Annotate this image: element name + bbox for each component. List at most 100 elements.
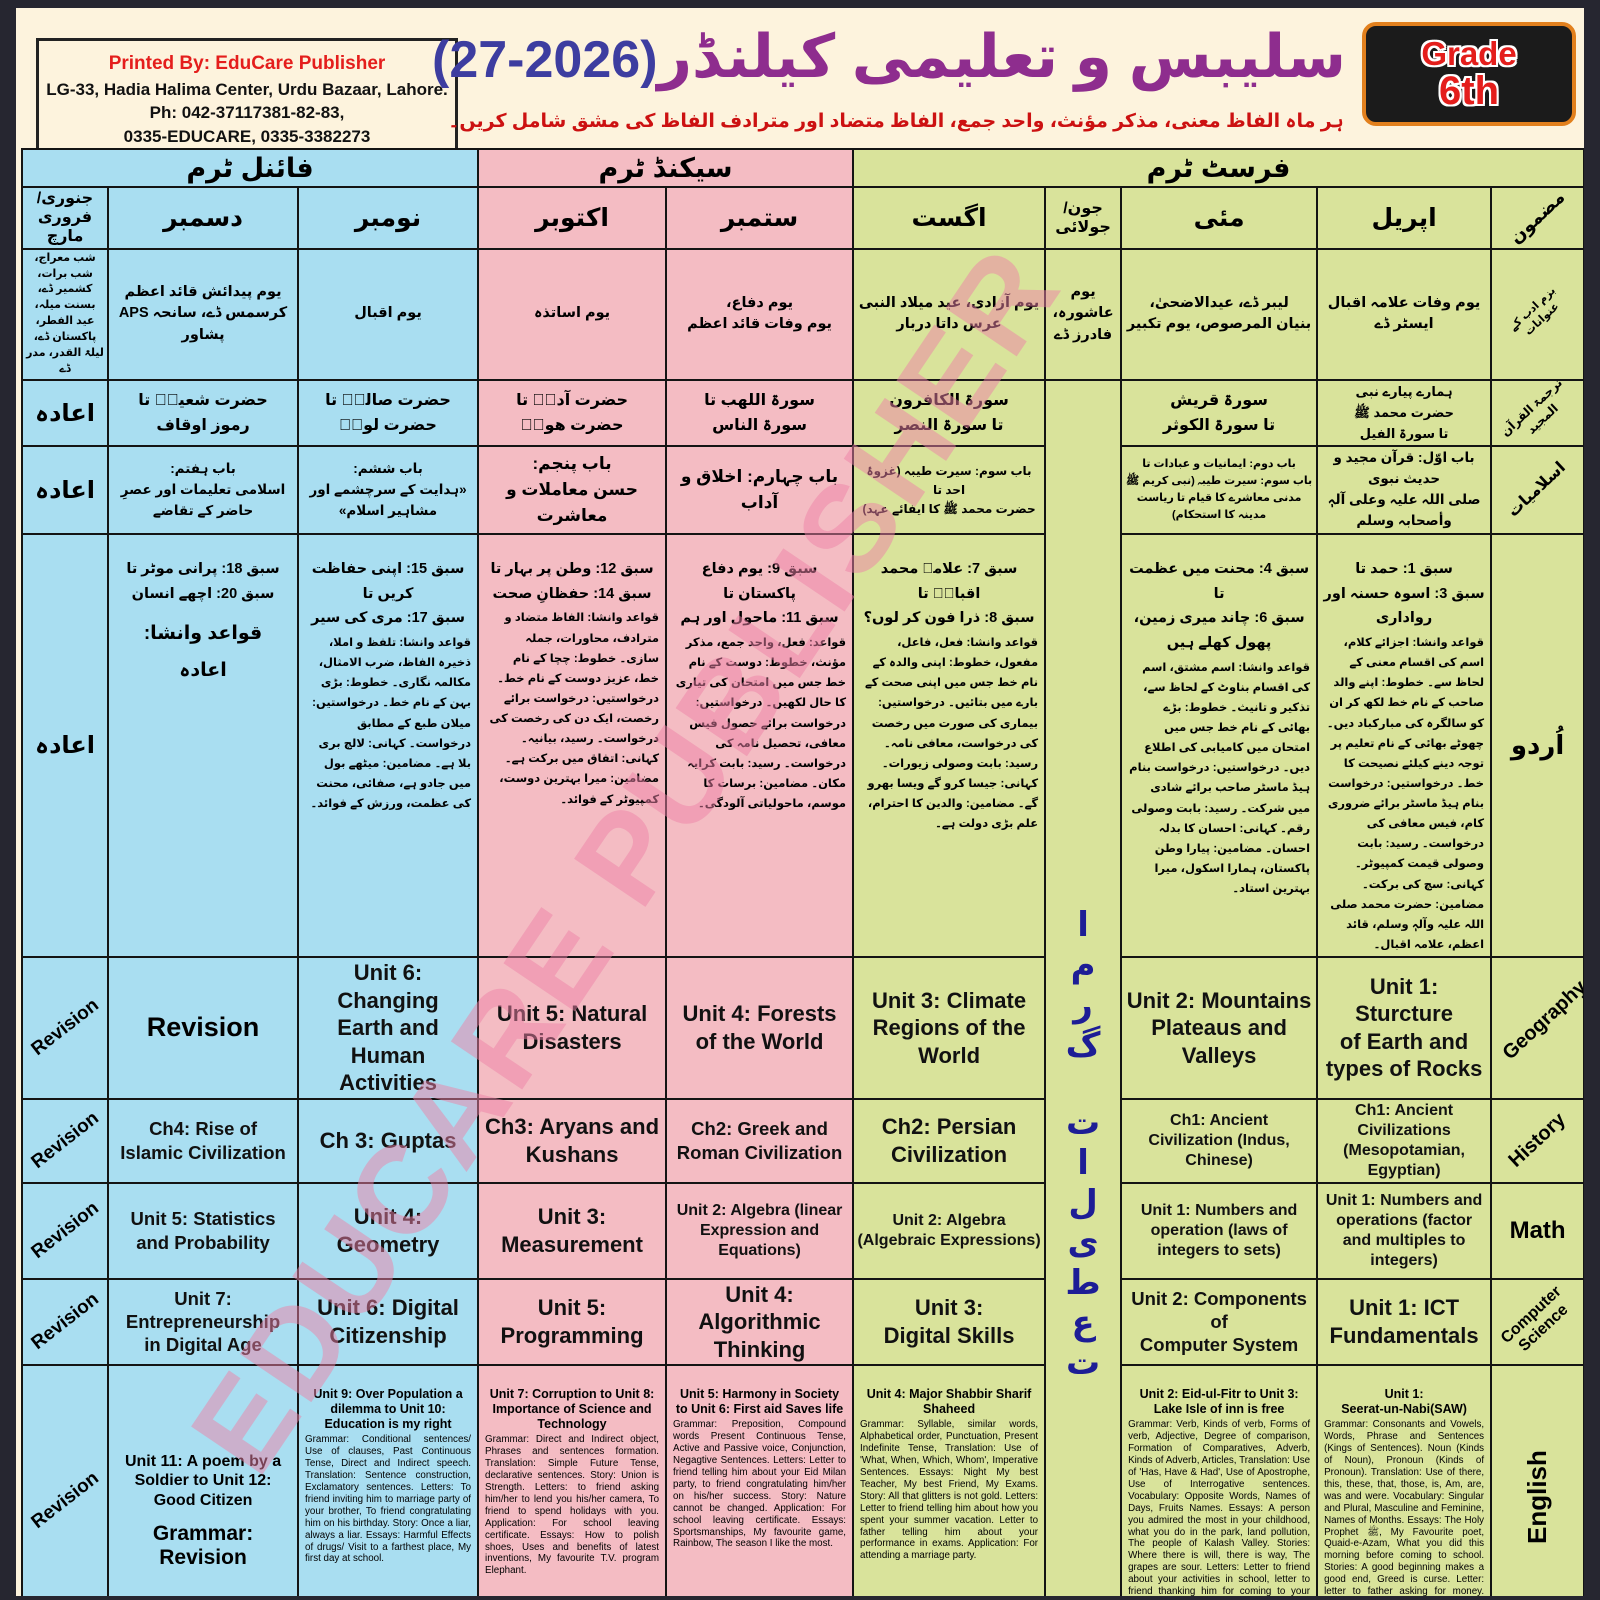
cell-math-october: Unit 3: Measurement — [477, 1181, 668, 1280]
cell-english-jan-mar: Revision — [20, 1364, 110, 1596]
title-urdu: سلیبس و تعلیمی کیلنڈر — [657, 23, 1346, 90]
cell-computer-september: Unit 4: Algorithmic Thinking — [665, 1277, 855, 1367]
month-jun-jul: جون/جولائی — [1044, 186, 1123, 250]
cell-urdu-may: سبق 4: محنت میں عظمت تا سبق 6: چاند میری… — [1120, 533, 1319, 959]
cell-quran-september: سورۃ اللھب تا سورۃ الناس — [665, 379, 855, 448]
summer-vacation-vertical-text: تعطیلات گرما — [1064, 905, 1103, 1384]
cell-math-august: Unit 2: Algebra (Algebraic Expressions) — [852, 1181, 1047, 1280]
cell-geography-december: Revision — [107, 956, 300, 1100]
cell-quran-may: سورۃ قریش تا سورۃ الکوثر — [1120, 379, 1319, 448]
cell-math-december: Unit 5: Statistics and Probability — [107, 1181, 300, 1280]
cell-history-august: Ch2: Persian Civilization — [852, 1097, 1047, 1184]
cell-events-jan-mar: شب معراج، شب برات، کشمیر ڈے، بسنت میلہ، … — [20, 247, 110, 382]
cell-history-april: Ch1: Ancient Civilizations (Mesopotamian… — [1316, 1097, 1493, 1184]
cell-urdu-april: سبق 1: حمد تا سبق 3: اسوہ حسنہ اور روادا… — [1316, 533, 1493, 959]
page-subtitle: ہر ماہ الفاظ معنی، مذکر مؤنث، واحد جمع، … — [448, 111, 1344, 132]
cell-quran-jan-mar: اعادہ — [20, 379, 110, 448]
cell-islamiat-may: باب دوم: ایمانیات و عبادات تا باب سوم: س… — [1120, 445, 1319, 536]
cell-islamiat-september: باب چہارم: اخلاق و آداب — [665, 445, 855, 536]
cell-math-november: Unit 4: Geometry — [297, 1181, 480, 1280]
publisher-address: LG-33, Hadia Halima Center, Urdu Bazaar,… — [46, 79, 448, 99]
cell-computer-november: Unit 6: Digital Citizenship — [297, 1277, 480, 1367]
cell-history-september: Ch2: Greek and Roman Civilization — [665, 1097, 855, 1184]
cell-geography-november: Unit 6: Changing Earth and Human Activit… — [297, 956, 480, 1100]
title-year: (2026-27) — [432, 31, 658, 89]
cell-events-december: یوم پیدائش قائد اعظم کرسمس ڈے، سانحہ APS… — [107, 247, 300, 382]
cell-islamiat-april: باب اوّل: قرآن مجید و حدیث نبوی صلی اللہ… — [1316, 445, 1493, 536]
month-october: اکتوبر — [477, 186, 668, 250]
cell-english-may: Unit 2: Eid-ul-Fitr to Unit 3: Lake Isle… — [1120, 1364, 1319, 1596]
cell-history-october: Ch3: Aryans and Kushans — [477, 1097, 668, 1184]
publisher-phone2: 0335-EDUCARE, 0335-3382273 — [123, 127, 371, 147]
cell-history-november: Ch 3: Guptas — [297, 1097, 480, 1184]
calendar-page: Printed By: EduCare Publisher LG-33, Had… — [16, 8, 1584, 1596]
subject-label-urdu: اُردو — [1490, 533, 1584, 959]
cell-islamiat-november: باب ششم: «ہدایت کے سرچشمے اور مشاہیر اسل… — [297, 445, 480, 536]
row-islamiat: اسلامیات باب اوّل: قرآن مجید و حدیث نبوی… — [20, 445, 1584, 536]
month-may: مئی — [1120, 186, 1319, 250]
term-final: فائنل ٹرم — [20, 148, 480, 188]
cell-math-april: Unit 1: Numbers and operations (factor a… — [1316, 1181, 1493, 1280]
row-computer: Computer Science Unit 1: ICT Fundamental… — [20, 1277, 1584, 1367]
cell-islamiat-december: باب ہفتم: اسلامی تعلیمات اور عصرِ حاضر ک… — [107, 445, 300, 536]
cell-geography-august: Unit 3: Climate Regions of the World — [852, 956, 1047, 1100]
cell-events-april: یوم وفات علامہ اقبال ایسٹر ڈے — [1316, 247, 1493, 382]
cell-english-december: Unit 11: A poem by a Soldier to Unit 12:… — [107, 1364, 300, 1596]
grade-number: 6th — [1439, 68, 1499, 113]
subject-label-computer-science: Computer Science — [1490, 1277, 1584, 1367]
month-header-row: مضمون اپریل مئی جون/جولائی اگست ستمبر اک… — [20, 186, 1584, 250]
cell-math-september: Unit 2: Algebra (linear Expression and E… — [665, 1181, 855, 1280]
month-august: اگست — [852, 186, 1047, 250]
cell-quran-august: سورۃ الکافرون تا سورۃ النصر — [852, 379, 1047, 448]
cell-quran-december: حضرت شعیبؑ تا رموز اوقاف — [107, 379, 300, 448]
month-september: ستمبر — [665, 186, 855, 250]
cell-history-jan-mar: Revision — [20, 1097, 110, 1184]
subject-label-geography: Geography — [1490, 956, 1584, 1100]
cell-urdu-august: سبق 7: علامہ محمد اقبالؒ تا سبق 8: ذرا ف… — [852, 533, 1047, 959]
row-urdu: اُردو سبق 1: حمد تا سبق 3: اسوہ حسنہ اور… — [20, 533, 1584, 959]
subject-label-events: بزم ادب کے عنوانات — [1490, 247, 1584, 382]
cell-events-september: یوم دفاع، یوم وفات قائد اعظم — [665, 247, 855, 382]
month-subject: مضمون — [1490, 186, 1584, 250]
cell-geography-jan-mar: Revision — [20, 956, 110, 1100]
cell-events-august: یوم آزادی، عید میلاد النبی عرس داتا دربا… — [852, 247, 1047, 382]
cell-quran-november: حضرت صالحؑ تا حضرت لوطؑ — [297, 379, 480, 448]
cell-geography-september: Unit 4: Forests of the World — [665, 956, 855, 1100]
cell-geography-april: Unit 1: Sturcture of Earth and types of … — [1316, 956, 1493, 1100]
cell-geography-may: Unit 2: Mountains Plateaus and Valleys — [1120, 956, 1319, 1100]
cell-urdu-november: سبق 15: اپنی حفاظت کریں تا سبق 17: مری ک… — [297, 533, 480, 959]
subject-label-history: History — [1490, 1097, 1584, 1184]
page-title: سلیبس و تعلیمی کیلنڈر(2026-27) — [432, 22, 1346, 92]
subject-label-math: Math — [1490, 1181, 1584, 1280]
cell-math-may: Unit 1: Numbers and operation (laws of i… — [1120, 1181, 1319, 1280]
row-history: History Ch1: Ancient Civilizations (Meso… — [20, 1097, 1584, 1184]
printed-by: Printed By: EduCare Publisher — [108, 53, 386, 74]
cell-quran-april: ہمارے پیارے نبی حضرت محمد ﷺ تا سورۃ الفی… — [1316, 379, 1493, 448]
cell-urdu-december: سبق 18: پرانی موٹر تا سبق 20: اچھے انسان… — [107, 533, 300, 959]
cell-quran-october: حضرت آدمؑ تا حضرت ھودؑ — [477, 379, 668, 448]
row-math: Math Unit 1: Numbers and operations (fac… — [20, 1181, 1584, 1280]
syllabus-calendar-table: فرسٹ ٹرم سیکنڈ ٹرم فائنل ٹرم مضمون اپریل… — [20, 148, 1584, 1596]
cell-english-september: Unit 5: Harmony in Society to Unit 6: Fi… — [665, 1364, 855, 1596]
cell-urdu-jan-mar: اعادہ — [20, 533, 110, 959]
cell-math-jan-mar: Revision — [20, 1181, 110, 1280]
subject-label-english: English — [1490, 1364, 1584, 1596]
row-geography: Geography Unit 1: Sturcture of Earth and… — [20, 956, 1584, 1100]
cell-history-may: Ch1: Ancient Civilization (Indus, Chines… — [1120, 1097, 1319, 1184]
cell-english-august: Unit 4: Major Shabbir Sharif Shaheed Gram… — [852, 1364, 1047, 1596]
cell-events-october: یوم اساتذہ — [477, 247, 668, 382]
month-april: اپریل — [1316, 186, 1493, 250]
cell-urdu-october: سبق 12: وطن پر بہار تا سبق 14: حفظانِ صح… — [477, 533, 668, 959]
publisher-box: Printed By: EduCare Publisher LG-33, Had… — [36, 38, 458, 162]
cell-events-november: یوم اقبال — [297, 247, 480, 382]
publisher-phone: Ph: 042-37117381-82-83, — [149, 103, 345, 123]
cell-islamiat-october: باب پنجم: حسن معاملات و معاشرت — [477, 445, 668, 536]
cell-english-november: Unit 9: Over Population a dilemma to Uni… — [297, 1364, 480, 1596]
cell-computer-april: Unit 1: ICT Fundamentals — [1316, 1277, 1493, 1367]
cell-summer-vacation: تعطیلات گرما — [1044, 379, 1123, 1596]
row-quran: ترجمۃ القرآن المجید ہمارے پیارے نبی حضرت… — [20, 379, 1584, 1596]
cell-english-october: Unit 7: Corruption to Unit 8: Importance… — [477, 1364, 668, 1596]
subject-label-islamiat: اسلامیات — [1490, 445, 1584, 536]
cell-events-jun: یوم عاشورہ، فادرز ڈے — [1044, 247, 1123, 382]
term-first: فرسٹ ٹرم — [852, 148, 1584, 188]
